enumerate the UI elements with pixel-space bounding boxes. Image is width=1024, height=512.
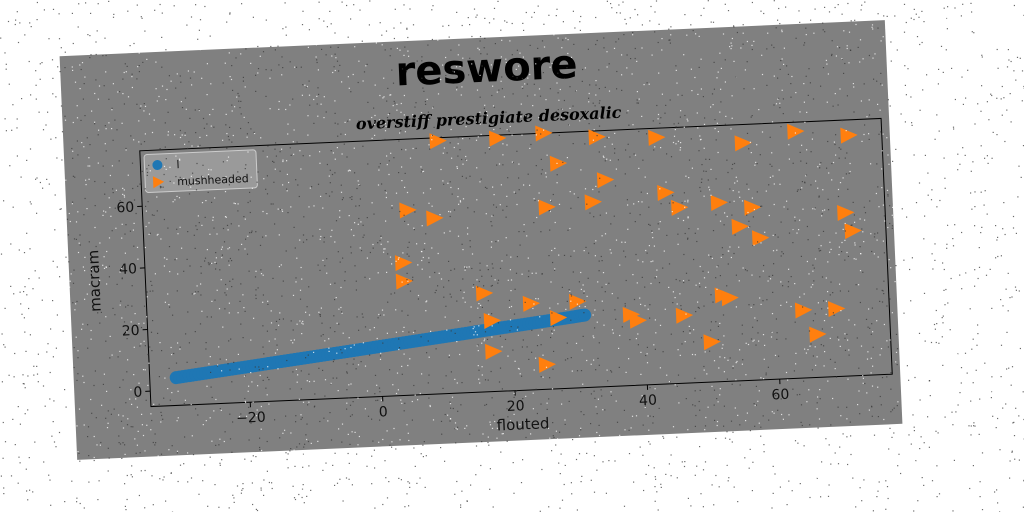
point-mushheaded [671,199,689,216]
point-mushheaded [734,135,752,152]
x-tick-label: 60 [771,387,790,404]
point-mushheaded [426,210,444,227]
point-mushheaded [485,343,503,360]
point-mushheaded [827,301,846,318]
series-l [169,308,592,385]
chart-svg: reswore overstiff prestigiate desoxalic … [84,42,893,434]
figure: reswore overstiff prestigiate desoxalic … [59,20,903,460]
point-mushheaded [522,295,541,312]
point-mushheaded [488,130,507,147]
point-mushheaded [731,218,749,235]
point-mushheaded [538,356,556,373]
point-mushheaded [535,125,553,142]
y-tick-label: 0 [133,385,143,401]
y-tick-label: 20 [121,323,140,340]
legend: l mushheaded [143,149,258,193]
point-mushheaded [751,230,770,247]
point-mushheaded [395,273,414,290]
point-mushheaded [399,202,417,219]
point-mushheaded [549,155,568,172]
point-mushheaded [429,133,447,150]
point-mushheaded [475,285,494,302]
point-mushheaded [675,307,694,324]
y-axis-label: macram [84,250,105,313]
point-mushheaded [743,199,762,216]
point-mushheaded [538,199,556,216]
point-mushheaded [794,302,813,319]
chart-title: overstiff prestigiate desoxalic [356,103,623,134]
point-mushheaded [584,194,602,211]
figure-title: reswore [395,42,579,96]
point-mushheaded [569,293,587,310]
x-tick-label: 20 [506,398,525,415]
x-axis-label: flouted [496,414,550,434]
point-mushheaded [394,255,413,272]
x-tick-label: 0 [378,404,388,420]
point-mushheaded [844,223,862,240]
x-tick-label: 40 [639,392,658,409]
point-mushheaded [710,195,728,212]
y-tick-label: 60 [116,200,135,217]
point-mushheaded [721,290,739,307]
point-mushheaded [703,334,721,351]
axis-ticks: −20 0 20 40 60 0 20 40 60 [116,200,790,427]
point-mushheaded [837,204,855,221]
y-tick-label: 40 [119,261,138,278]
point-mushheaded [809,326,827,343]
x-tick-label: −20 [236,410,266,427]
point-mushheaded [648,129,666,146]
point-mushheaded [596,172,615,189]
point-mushheaded [787,123,805,140]
point-mushheaded [840,127,858,144]
legend-label-l: l [176,158,180,171]
point-mushheaded [657,185,675,202]
